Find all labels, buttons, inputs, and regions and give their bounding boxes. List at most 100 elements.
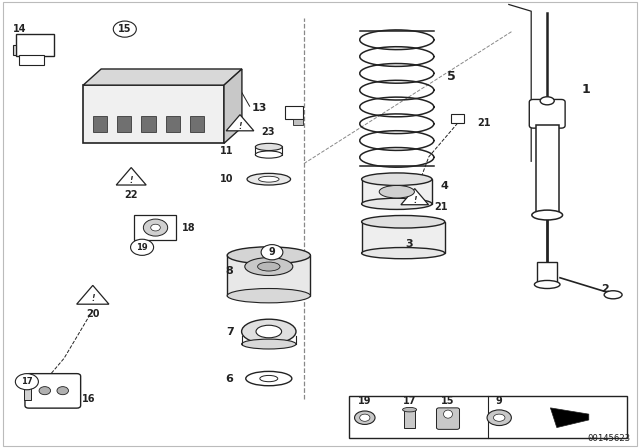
Ellipse shape (362, 173, 432, 185)
Ellipse shape (143, 219, 168, 236)
Ellipse shape (260, 375, 278, 382)
FancyBboxPatch shape (25, 374, 81, 408)
Circle shape (131, 239, 154, 255)
Text: 6: 6 (226, 374, 234, 383)
Text: 9: 9 (496, 396, 502, 406)
Text: 18: 18 (182, 223, 196, 233)
Text: !: ! (129, 176, 133, 185)
Text: 17: 17 (403, 396, 417, 406)
Text: 16: 16 (82, 394, 95, 404)
Ellipse shape (258, 262, 280, 271)
Ellipse shape (227, 247, 310, 264)
Polygon shape (116, 168, 146, 185)
Text: 10: 10 (220, 174, 234, 184)
Ellipse shape (244, 258, 293, 276)
Text: 21: 21 (434, 202, 447, 212)
Polygon shape (77, 285, 109, 304)
Ellipse shape (532, 210, 563, 220)
Polygon shape (83, 69, 242, 85)
Bar (285, 106, 303, 119)
Bar (293, 119, 303, 125)
Bar (19, 55, 44, 65)
Bar (141, 116, 156, 132)
Bar (451, 114, 464, 123)
Ellipse shape (540, 97, 554, 105)
Bar (134, 215, 176, 240)
Ellipse shape (247, 173, 291, 185)
Bar (166, 116, 180, 132)
Ellipse shape (487, 410, 511, 426)
Text: 22: 22 (124, 190, 138, 200)
Ellipse shape (242, 319, 296, 344)
Ellipse shape (360, 414, 370, 421)
Ellipse shape (256, 325, 282, 338)
Polygon shape (401, 189, 429, 205)
Ellipse shape (493, 414, 505, 421)
Text: 19: 19 (358, 396, 372, 406)
Ellipse shape (362, 198, 432, 209)
Text: 8: 8 (226, 266, 234, 276)
Text: 4: 4 (441, 181, 449, 191)
Text: 9: 9 (269, 247, 275, 257)
Text: 12: 12 (220, 108, 234, 118)
Circle shape (261, 245, 283, 260)
Text: 11: 11 (220, 146, 234, 156)
Text: !: ! (91, 294, 95, 303)
Ellipse shape (444, 410, 452, 418)
Text: 3: 3 (406, 239, 413, 249)
Ellipse shape (227, 289, 310, 303)
Bar (537, 262, 557, 284)
Bar (227, 255, 310, 296)
Ellipse shape (39, 387, 51, 395)
Ellipse shape (379, 185, 415, 198)
Text: 14: 14 (13, 24, 26, 34)
Ellipse shape (150, 224, 160, 231)
Bar (536, 125, 559, 215)
Ellipse shape (242, 339, 296, 349)
Text: !: ! (413, 196, 417, 205)
Text: 15: 15 (441, 396, 455, 406)
Text: 17: 17 (21, 377, 33, 386)
Text: 23: 23 (261, 127, 275, 137)
Ellipse shape (403, 407, 417, 412)
Ellipse shape (362, 247, 445, 259)
Bar (190, 116, 204, 132)
Text: 7: 7 (226, 327, 234, 336)
Ellipse shape (57, 387, 68, 395)
Circle shape (113, 21, 136, 37)
Bar (362, 179, 432, 204)
FancyBboxPatch shape (529, 99, 565, 128)
Bar (255, 146, 282, 155)
Bar (83, 85, 224, 143)
Bar (93, 116, 107, 132)
Ellipse shape (246, 371, 292, 386)
Ellipse shape (534, 280, 560, 289)
Bar (349, 396, 627, 438)
Polygon shape (13, 45, 16, 55)
Ellipse shape (355, 411, 375, 424)
Text: 19: 19 (136, 243, 148, 252)
Ellipse shape (255, 151, 282, 158)
Text: 5: 5 (447, 69, 456, 83)
Text: 2: 2 (601, 284, 609, 294)
Text: 00145623: 00145623 (588, 434, 630, 443)
Text: 13: 13 (252, 103, 267, 113)
Text: 20: 20 (86, 310, 100, 319)
Ellipse shape (255, 143, 282, 151)
Ellipse shape (259, 177, 279, 182)
Bar (117, 116, 131, 132)
Ellipse shape (362, 215, 445, 228)
Text: 15: 15 (118, 24, 132, 34)
Bar (24, 386, 31, 400)
Bar (16, 34, 54, 56)
Text: 1: 1 (581, 83, 590, 96)
Circle shape (15, 374, 38, 390)
Polygon shape (224, 69, 242, 143)
FancyBboxPatch shape (436, 408, 460, 429)
Bar (362, 222, 445, 253)
Polygon shape (550, 408, 589, 427)
Polygon shape (226, 115, 254, 131)
Ellipse shape (604, 291, 622, 299)
Text: 21: 21 (477, 118, 490, 128)
Bar (404, 409, 415, 427)
